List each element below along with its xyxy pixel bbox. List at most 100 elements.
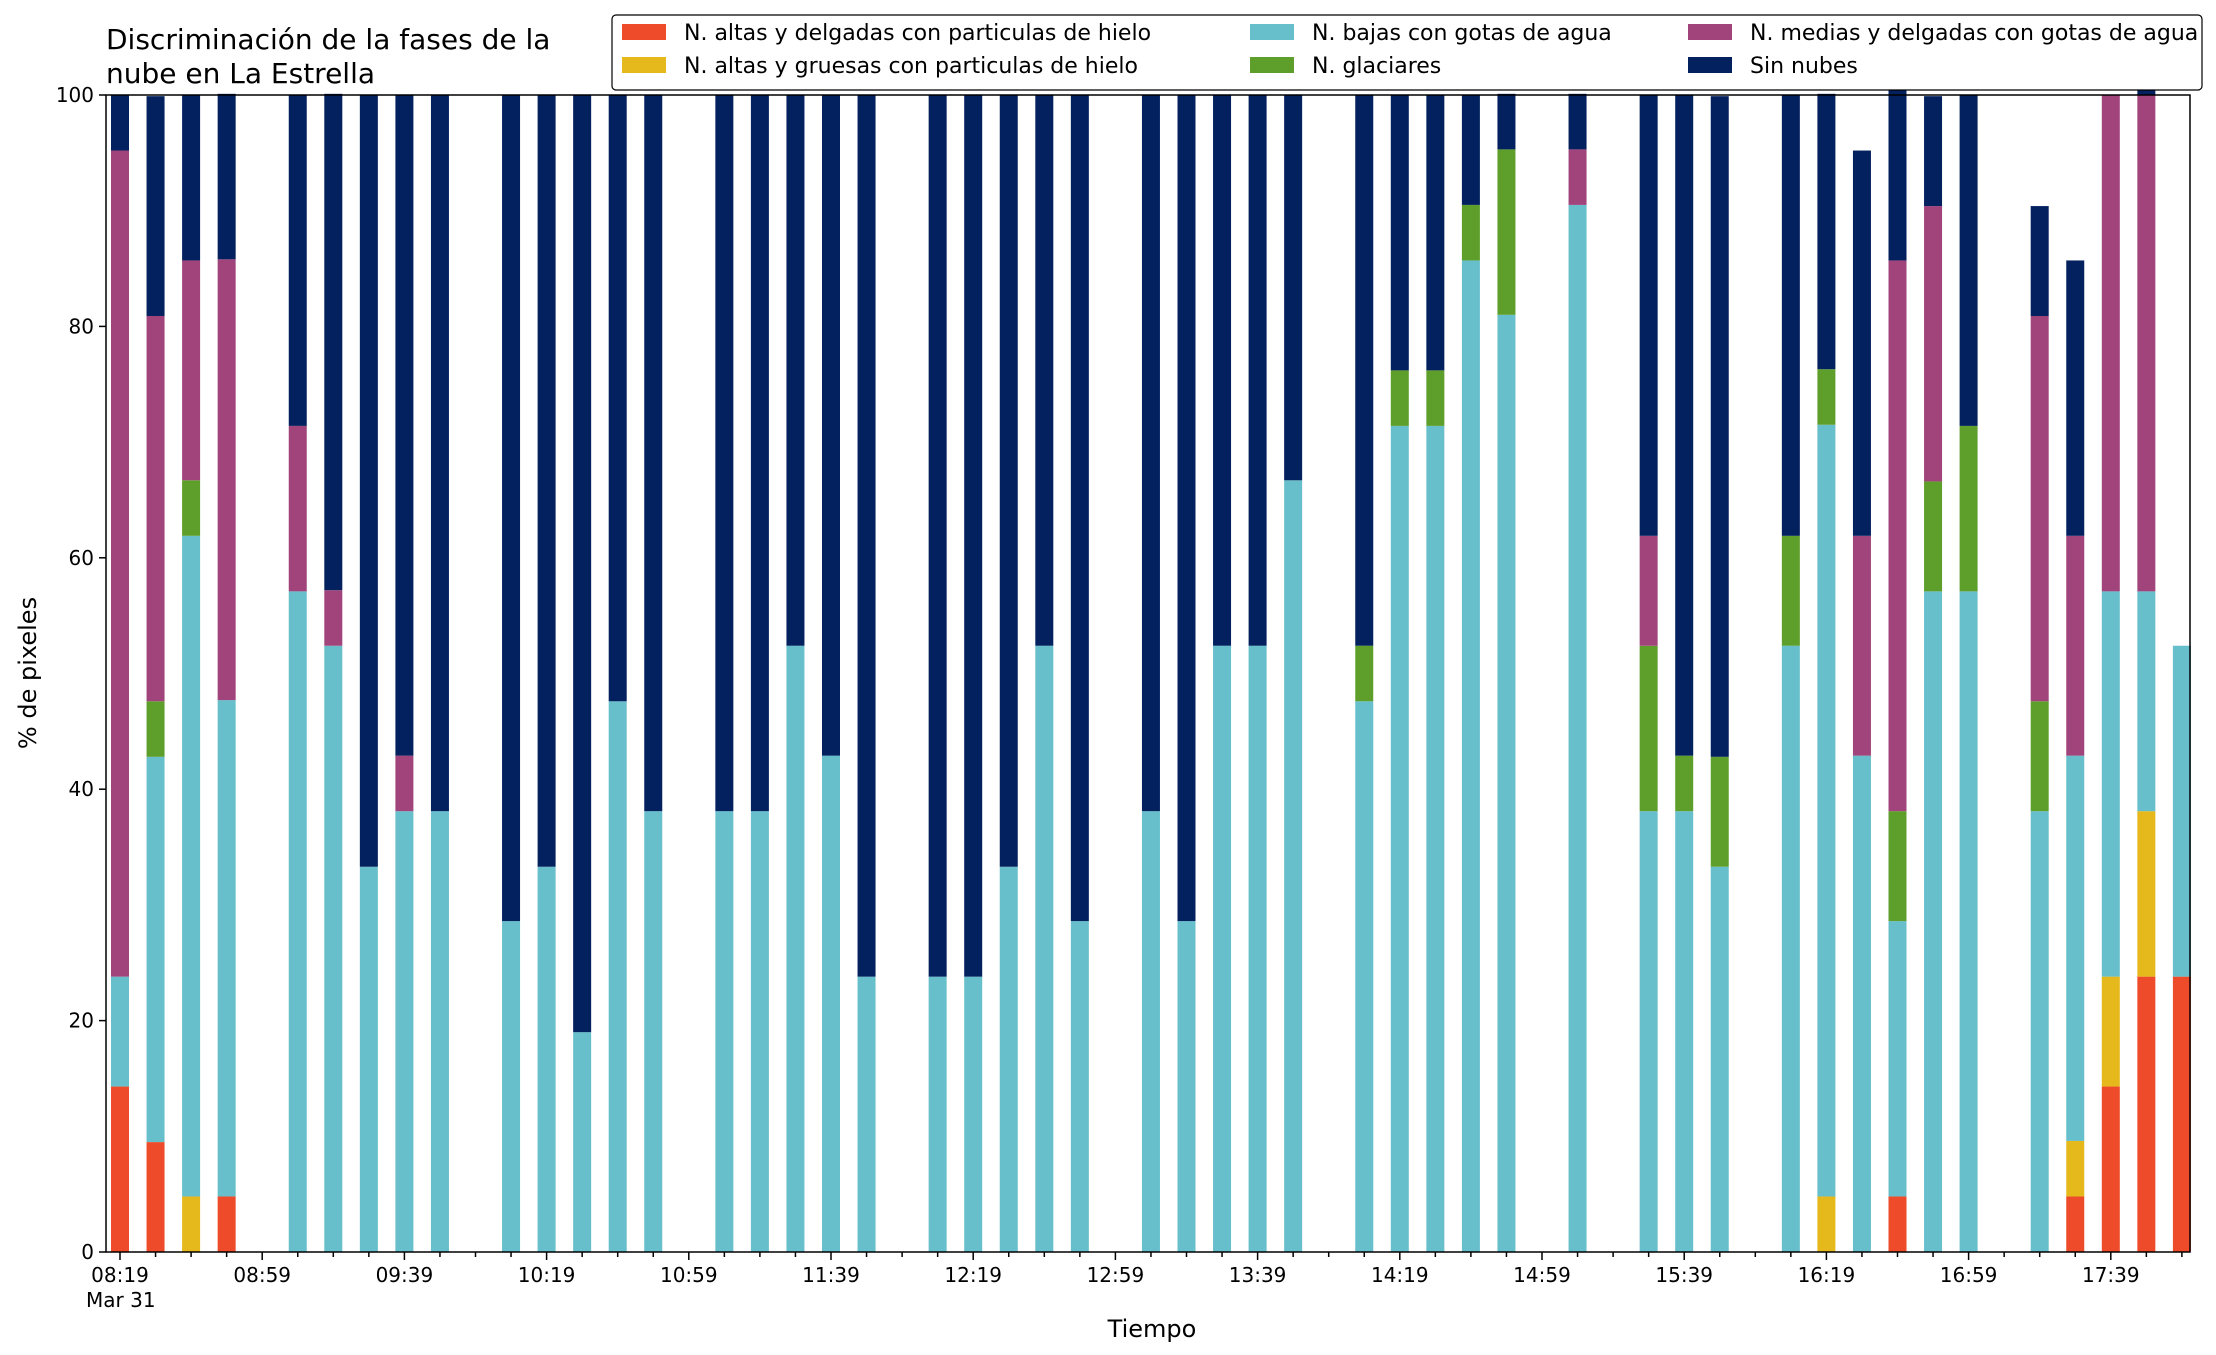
bar-segment-series-2	[2030, 811, 2049, 1252]
x-tick-label: 14:59	[1513, 1263, 1571, 1287]
y-tick-label: 0	[81, 1240, 94, 1264]
bar-segment-series-5	[1568, 93, 1587, 150]
legend-swatch	[622, 24, 666, 40]
bar-segment-series-1	[182, 1196, 201, 1252]
bar-segment-series-0	[2172, 976, 2191, 1252]
x-tick-label: 16:59	[1940, 1263, 1998, 1287]
bar-segment-series-5	[359, 95, 378, 867]
y-tick-label: 60	[69, 546, 94, 570]
bar-segment-series-1	[2066, 1140, 2085, 1197]
bar-segment-series-2	[786, 645, 805, 1252]
bar-segment-series-3	[2030, 701, 2049, 812]
bar-segment-series-4	[111, 150, 129, 977]
bar-segment-series-3	[146, 701, 165, 757]
bar-segment-series-2	[182, 535, 201, 1197]
bar-segment-series-1	[2101, 976, 2120, 1087]
bar-segment-series-5	[1959, 95, 1978, 426]
legend-label: N. glaciares	[1312, 54, 1441, 79]
legend-frame	[611, 14, 2203, 91]
legend-label: Sin nubes	[1750, 54, 1858, 79]
bar-segment-series-4	[182, 260, 201, 481]
bar-segment-series-2	[1213, 645, 1232, 1252]
bar-segment-series-3	[1781, 535, 1800, 646]
bar-segment-series-0	[111, 1086, 129, 1252]
x-tick-label: 12:19	[944, 1263, 1002, 1287]
bar-segment-series-5	[750, 95, 769, 812]
bar-segment-series-2	[217, 700, 236, 1197]
bar-group	[111, 39, 2191, 1253]
bar-segment-series-2	[1177, 921, 1196, 1252]
bar-segment-series-2	[608, 701, 627, 1252]
bar-segment-series-2	[430, 811, 449, 1252]
bar-segment-series-3	[1355, 645, 1374, 702]
bar-segment-series-3	[1639, 645, 1658, 812]
bar-segment-series-0	[2066, 1196, 2085, 1252]
y-tick-label: 40	[69, 777, 94, 801]
bar-segment-series-5	[1213, 95, 1232, 646]
bar-segment-series-2	[1248, 645, 1267, 1252]
x-tick-label: 13:39	[1229, 1263, 1287, 1287]
bar-segment-series-5	[1035, 95, 1054, 646]
bar-segment-series-5	[1497, 93, 1516, 150]
bar-segment-series-3	[1924, 481, 1943, 592]
bar-segment-series-2	[1284, 480, 1303, 1252]
bar-segment-series-5	[111, 95, 129, 151]
bar-segment-series-5	[502, 95, 521, 922]
bar-segment-series-2	[1888, 921, 1907, 1197]
bar-segment-series-2	[1461, 260, 1480, 1252]
bar-segment-series-4	[2066, 535, 2085, 756]
bar-segment-series-2	[1959, 591, 1978, 1252]
bar-segment-series-5	[857, 95, 876, 977]
bar-segment-series-2	[1639, 811, 1658, 1252]
x-axis-label: Tiempo	[1107, 1315, 1197, 1343]
bar-segment-series-2	[1568, 204, 1587, 1252]
bar-segment-series-5	[182, 95, 201, 261]
bar-segment-series-5	[1177, 95, 1196, 922]
legend-swatch	[1250, 57, 1294, 73]
bar-segment-series-1	[1817, 1196, 1836, 1252]
bar-segment-series-5	[964, 95, 983, 977]
bar-segment-series-2	[1035, 645, 1054, 1252]
legend-swatch	[1688, 57, 1732, 73]
x-tick-label: 17:39	[2082, 1263, 2140, 1287]
bar-segment-series-5	[1070, 95, 1089, 922]
bar-segment-series-5	[928, 95, 947, 977]
y-axis-label: % de pixeles	[14, 597, 42, 749]
bar-segment-series-0	[146, 1142, 165, 1252]
bar-segment-series-2	[644, 811, 663, 1252]
chart-title-line-1: Discriminación de la fases de la	[106, 23, 550, 56]
legend: N. altas y delgadas con particulas de hi…	[611, 14, 2203, 91]
bar-segment-series-5	[608, 95, 627, 702]
x-tick-label: 11:39	[802, 1263, 860, 1287]
bar-segment-series-5	[2030, 206, 2049, 316]
bar-segment-series-0	[2137, 976, 2156, 1252]
bar-segment-series-3	[1959, 425, 1978, 592]
bar-segment-series-4	[146, 315, 165, 702]
bar-segment-series-3	[1888, 811, 1907, 922]
bar-segment-series-5	[715, 95, 734, 812]
bar-segment-series-5	[999, 95, 1018, 867]
y-tick-label: 20	[69, 1009, 94, 1033]
bar-segment-series-2	[999, 866, 1018, 1252]
bar-segment-series-5	[288, 95, 307, 426]
legend-swatch	[1250, 24, 1294, 40]
bar-segment-series-4	[1924, 206, 1943, 482]
bar-segment-series-2	[750, 811, 769, 1252]
bar-segment-series-5	[1924, 96, 1943, 207]
bar-segment-series-2	[1355, 701, 1374, 1252]
bar-segment-series-3	[1675, 755, 1694, 812]
bar-segment-series-5	[324, 93, 343, 591]
plot-frame	[105, 94, 2191, 1253]
bar-segment-series-2	[1817, 424, 1836, 1197]
bar-segment-series-0	[1888, 1196, 1907, 1252]
bar-segment-series-4	[288, 425, 307, 592]
bar-segment-series-2	[359, 866, 378, 1252]
bar-segment-series-5	[644, 95, 663, 812]
bar-segment-series-2	[2066, 755, 2085, 1141]
bar-segment-series-5	[786, 95, 805, 646]
bar-segment-series-3	[1497, 149, 1516, 315]
bar-segment-series-2	[1497, 314, 1516, 1253]
bar-segment-series-5	[1141, 95, 1160, 812]
bar-segment-series-4	[324, 590, 343, 646]
bar-segment-series-5	[1284, 95, 1303, 481]
